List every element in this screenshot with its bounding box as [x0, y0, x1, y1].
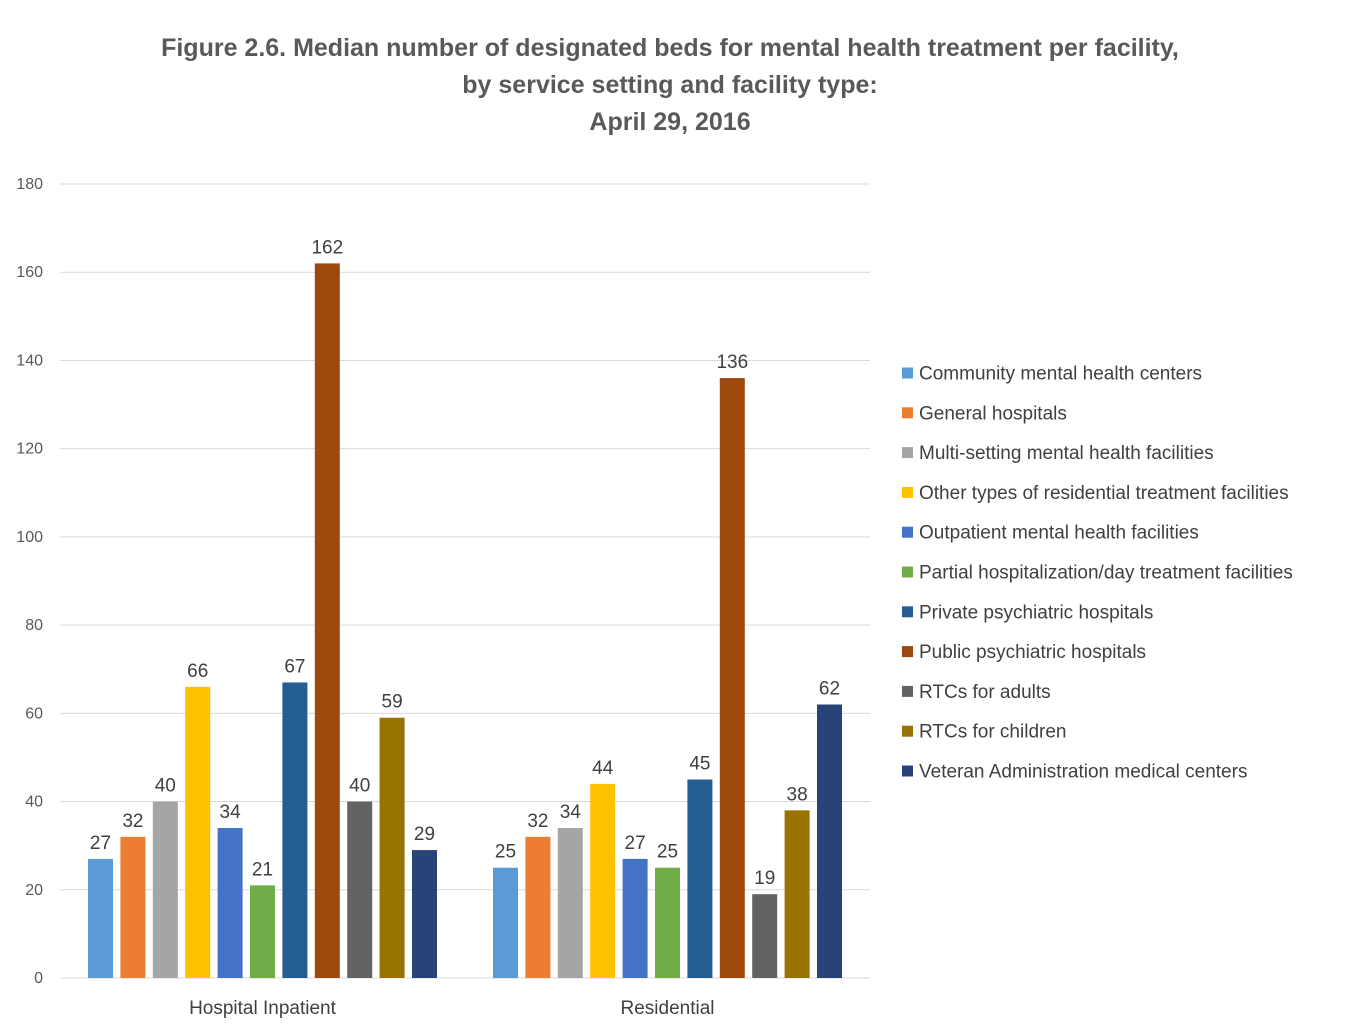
data-label: 45: [689, 754, 710, 775]
data-label: 32: [527, 811, 548, 832]
data-label: 162: [311, 237, 343, 258]
data-label: 38: [787, 784, 808, 805]
bar: [250, 885, 275, 978]
legend-swatch: [902, 407, 913, 419]
legend-swatch: [902, 367, 913, 379]
legend-label: Other types of residential treatment fac…: [919, 483, 1289, 504]
bar: [152, 801, 178, 978]
x-category-label: Hospital Inpatient: [189, 998, 337, 1019]
legend-label: RTCs for children: [919, 722, 1066, 743]
y-tick-label: 140: [16, 352, 43, 369]
data-label: 136: [716, 352, 748, 373]
bar: [185, 686, 211, 978]
legend-label: RTCs for adults: [919, 682, 1051, 703]
legend-swatch: [902, 685, 913, 697]
bar: [655, 867, 680, 978]
bar: [347, 801, 373, 978]
bar: [687, 779, 713, 978]
bars: [88, 263, 842, 979]
legend-swatch: [902, 566, 913, 578]
legend-label: Outpatient mental health facilities: [919, 523, 1199, 544]
legend-label: General hospitals: [919, 403, 1067, 424]
y-axis: 0 20 40 60 80 100 120 140 160 180: [16, 176, 43, 987]
data-label: 62: [819, 679, 840, 700]
bar: [622, 858, 648, 978]
chart-title: Figure 2.6. Median number of designated …: [0, 30, 1340, 141]
chart-title-line-2: by service setting and facility type:: [462, 71, 878, 99]
y-tick-label: 20: [25, 882, 43, 899]
data-label: 19: [754, 868, 775, 889]
y-tick-label: 40: [25, 794, 43, 811]
bar: [88, 858, 113, 978]
data-label: 40: [349, 776, 370, 797]
y-tick-label: 160: [16, 264, 43, 281]
legend: Community mental health centers General h…: [902, 364, 1293, 783]
y-tick-label: 80: [25, 617, 43, 634]
legend-label: Multi-setting mental health facilities: [919, 443, 1214, 464]
chart-title-line-3: April 29, 2016: [589, 108, 751, 136]
data-label: 59: [382, 692, 403, 713]
legend-label: Veteran Administration medical centers: [919, 762, 1247, 783]
x-axis: Hospital Inpatient Residential: [189, 998, 714, 1019]
bar: [217, 828, 243, 978]
x-category-label: Residential: [621, 998, 715, 1019]
data-label: 40: [155, 776, 176, 797]
legend-swatch: [902, 447, 913, 459]
legend-swatch: [902, 725, 913, 737]
bar: [120, 836, 146, 978]
legend-swatch: [902, 646, 913, 658]
data-label: 27: [625, 833, 646, 854]
y-tick-label: 60: [25, 705, 43, 722]
legend-label: Partial hospitalization/day treatment fa…: [919, 563, 1293, 584]
legend-swatch: [902, 526, 913, 538]
legend-swatch: [902, 486, 913, 498]
bar: [493, 867, 518, 978]
bar: [282, 682, 308, 978]
legend-label: Community mental health centers: [919, 364, 1202, 385]
bar: [752, 894, 778, 978]
y-tick-label: 100: [16, 529, 43, 546]
data-label: 27: [90, 833, 111, 854]
bar: [314, 263, 340, 978]
y-tick-label: 0: [34, 970, 43, 987]
data-label: 21: [252, 859, 273, 880]
bar: [525, 836, 551, 978]
bar: [412, 850, 437, 978]
y-tick-label: 180: [16, 176, 43, 193]
data-label: 29: [414, 824, 435, 845]
bar: [379, 717, 405, 978]
data-label: 34: [560, 802, 582, 823]
data-label: 32: [122, 811, 143, 832]
legend-swatch: [902, 765, 913, 777]
data-label: 25: [495, 842, 516, 863]
bar: [817, 704, 842, 978]
legend-label: Private psychiatric hospitals: [919, 602, 1153, 623]
legend-swatch: [902, 606, 913, 618]
gridlines: [60, 183, 870, 979]
data-label: 66: [187, 661, 208, 682]
bar: [557, 828, 583, 978]
bar: [719, 378, 745, 979]
data-label: 44: [592, 758, 614, 779]
data-label: 25: [657, 842, 678, 863]
data-label: 67: [284, 656, 305, 677]
chart-title-line-1: Figure 2.6. Median number of designated …: [161, 34, 1179, 62]
bar: [784, 810, 810, 978]
legend-label: Public psychiatric hospitals: [919, 642, 1146, 663]
data-labels: 27 32 40 66 34 21 67 162 40 59 29 25 32 34 44 27 25 45 136…: [90, 237, 840, 889]
data-label: 34: [220, 802, 242, 823]
bar: [590, 783, 616, 978]
y-tick-label: 120: [16, 441, 43, 458]
